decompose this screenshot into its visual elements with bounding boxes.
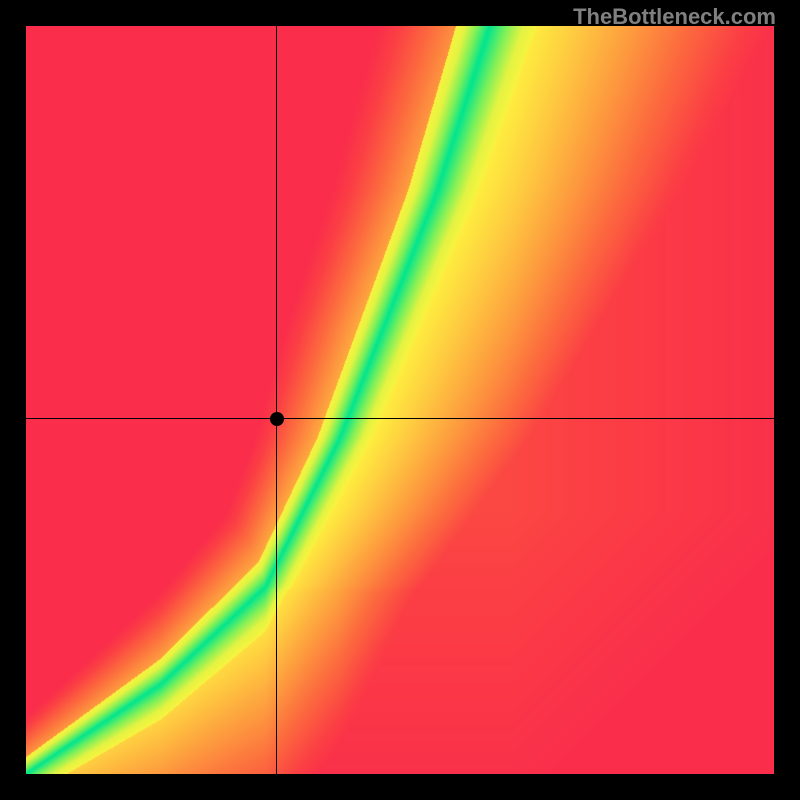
heatmap-canvas [26, 26, 774, 774]
figure-container: TheBottleneck.com [0, 0, 800, 800]
crosshair-vertical [276, 26, 277, 774]
plot-area [26, 26, 774, 774]
watermark-text: TheBottleneck.com [573, 4, 776, 30]
crosshair-horizontal [26, 418, 774, 419]
intersection-marker [270, 412, 284, 426]
